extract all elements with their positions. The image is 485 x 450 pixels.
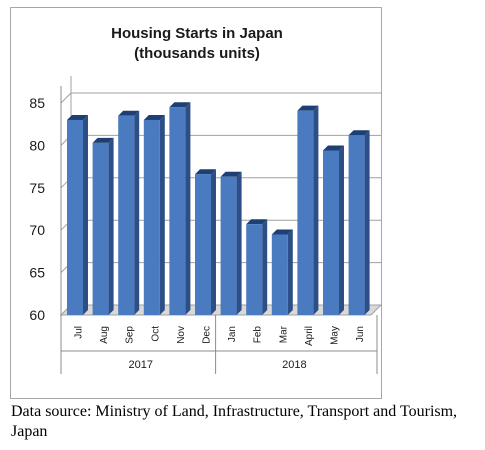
data-source-note: Data source: Ministry of Land, Infrastru… (11, 403, 458, 440)
bar-side (134, 110, 140, 315)
bar (143, 119, 160, 316)
x-tick-label: Feb (253, 326, 264, 344)
bar (67, 119, 83, 316)
x-tick-label: Dec (202, 326, 213, 344)
y-tick-label: 60 (29, 307, 45, 323)
chart-frame: Housing Starts in Japan (thousands units… (10, 7, 383, 399)
bar-side (83, 114, 88, 316)
bar-side (287, 229, 293, 315)
bar (92, 142, 109, 315)
x-tick-label: Nov (176, 326, 187, 344)
y-tick-label: 75 (29, 180, 45, 196)
y-tick-label: 70 (29, 222, 45, 238)
bar (195, 174, 211, 315)
bar-side (159, 114, 165, 316)
bar-side (108, 137, 114, 315)
bar-top (271, 229, 293, 235)
chart-subtitle: (thousands units) (134, 45, 260, 62)
x-tick-label: Jul (74, 326, 85, 339)
bar-top (297, 105, 319, 111)
housing-starts-chart: Housing Starts in Japan (thousands units… (29, 25, 383, 374)
bar (220, 176, 237, 315)
bar-top (348, 130, 370, 136)
bar-top (246, 219, 268, 225)
group-label: 2018 (282, 359, 306, 371)
bar-top (67, 114, 88, 120)
x-tick-label: Jan (227, 326, 238, 342)
bar (348, 135, 365, 315)
bar-top (118, 110, 140, 116)
bar-side (339, 145, 344, 315)
bar-top (323, 145, 344, 151)
bar (169, 107, 186, 316)
x-tick-label: April (304, 326, 315, 346)
x-tick-label: Sep (125, 326, 136, 344)
bar-top (92, 137, 114, 143)
bar-side (236, 171, 242, 315)
bar-top (169, 102, 191, 108)
bar-top (220, 171, 242, 177)
bar-top (195, 169, 216, 175)
bar (297, 110, 314, 315)
x-tick-label: May (330, 326, 341, 345)
bar (271, 234, 288, 315)
group-label: 2017 (129, 359, 153, 371)
gridline-depth (60, 92, 72, 104)
bar (246, 224, 263, 315)
bar-side (364, 130, 370, 315)
bar (118, 115, 135, 315)
bar (323, 150, 339, 315)
bar-side (211, 169, 216, 315)
x-tick-label: Oct (150, 326, 161, 342)
y-tick-label: 80 (29, 137, 45, 153)
x-tick-label: Mar (278, 325, 289, 343)
bar-side (313, 105, 319, 315)
y-tick-label: 65 (29, 265, 45, 281)
bar-top (143, 114, 165, 120)
x-tick-label: Aug (99, 326, 110, 344)
x-tick-label: Jun (355, 326, 366, 342)
bar-side (185, 102, 191, 316)
bar-side (262, 219, 268, 315)
y-tick-label: 85 (29, 95, 45, 111)
chart-title: Housing Starts in Japan (111, 25, 283, 42)
